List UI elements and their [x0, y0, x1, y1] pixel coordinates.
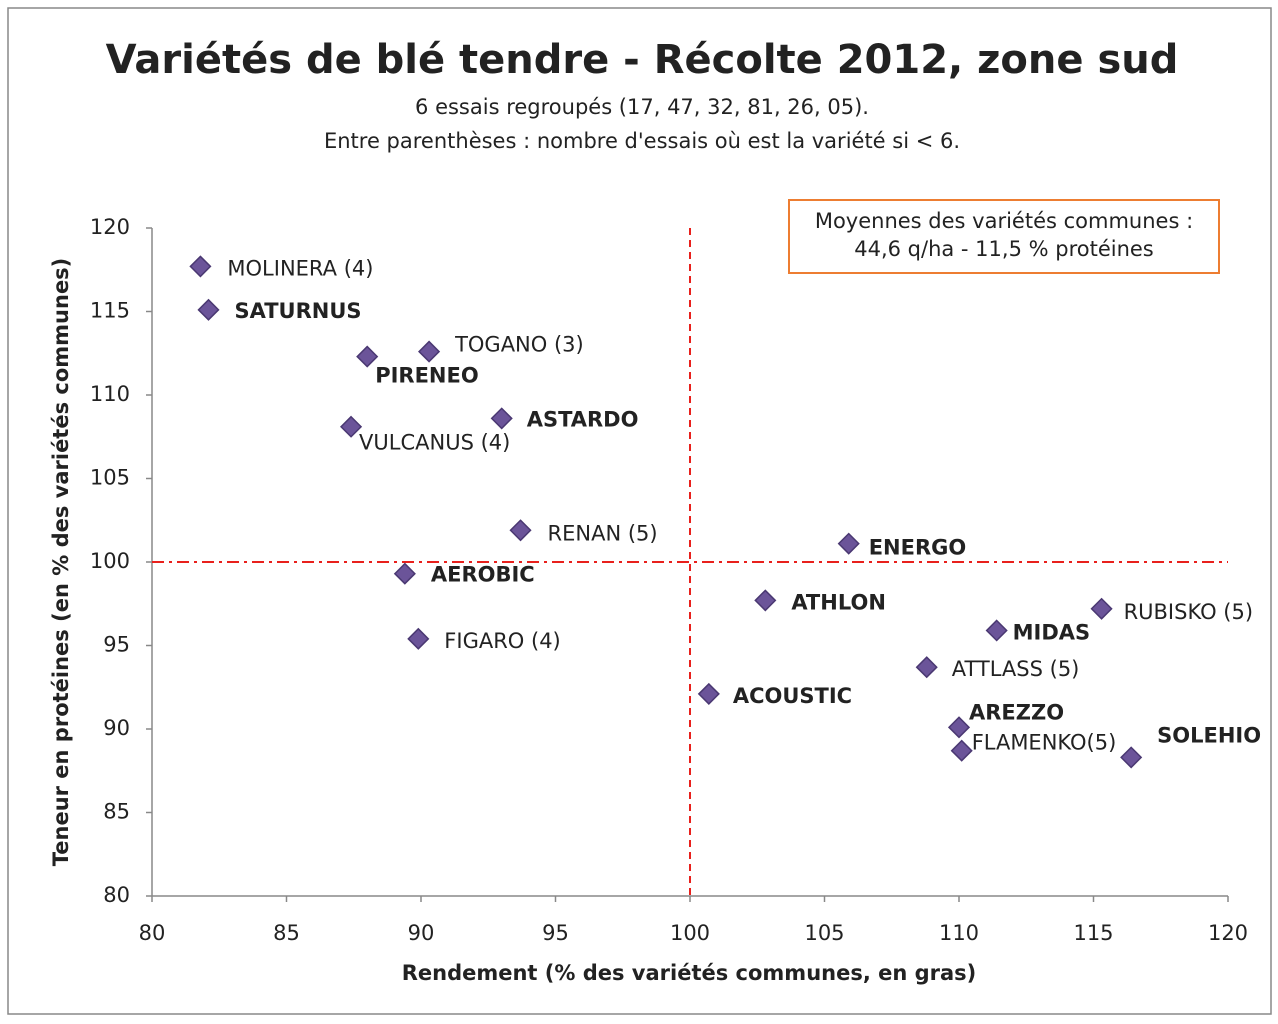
- y-tick-label: 110: [90, 382, 130, 406]
- point: [1090, 597, 1113, 620]
- point-label: SATURNUS: [234, 299, 361, 323]
- point-label: FIGARO (4): [444, 629, 560, 653]
- point-label: ASTARDO: [527, 407, 639, 431]
- point-label: MOLINERA (4): [227, 256, 373, 280]
- x-tick-label: 105: [804, 921, 844, 945]
- chart-frame: [7, 7, 1272, 1015]
- y-tick-label: 115: [90, 299, 130, 323]
- point: [697, 682, 720, 705]
- subtitle: 6 essais regroupés (17, 47, 32, 81, 26, …: [415, 95, 869, 119]
- x-tick-label: 85: [273, 921, 300, 945]
- annotation: 44,6 q/ha - 11,5 % protéines: [854, 237, 1154, 261]
- point-label: ENERGO: [869, 536, 967, 560]
- point: [189, 255, 212, 278]
- x-tick-label: 110: [939, 921, 979, 945]
- x-tick-label: 120: [1208, 921, 1248, 945]
- y-tick-label: 95: [103, 633, 130, 657]
- y-tick-label: 90: [103, 716, 130, 740]
- point-label: FLAMENKO(5): [972, 731, 1117, 755]
- point-label: TOGANO (3): [454, 333, 584, 357]
- point-label: RENAN (5): [548, 521, 658, 545]
- point-label: ACOUSTIC: [733, 684, 852, 708]
- point-label: SOLEHIO: [1157, 723, 1261, 747]
- point-label: AREZZO: [969, 700, 1064, 724]
- y-tick-label: 80: [103, 883, 130, 907]
- x-axis-label: Rendement (% des variétés communes, en g…: [402, 961, 977, 985]
- chart-title: Variétés de blé tendre - Récolte 2012, z…: [106, 37, 1179, 83]
- point-label: AEROBIC: [431, 563, 535, 587]
- point: [339, 415, 363, 438]
- point-label: VULCANUS (4): [359, 431, 510, 455]
- point: [754, 589, 777, 612]
- point: [418, 340, 441, 363]
- point: [837, 532, 860, 555]
- point-label: ATHLON: [791, 590, 886, 614]
- point: [1120, 746, 1143, 769]
- point: [197, 298, 220, 321]
- point-label: PIRENEO: [375, 364, 479, 388]
- point: [947, 716, 971, 739]
- point: [509, 519, 532, 542]
- y-tick-label: 100: [90, 549, 130, 573]
- y-tick-label: 120: [90, 215, 130, 239]
- subtitle: Entre parenthèses : nombre d'essais où e…: [324, 129, 960, 153]
- y-tick-label: 105: [90, 466, 130, 490]
- point-label: MIDAS: [1013, 620, 1091, 644]
- point: [915, 656, 938, 679]
- point: [950, 739, 973, 762]
- y-tick-label: 85: [103, 800, 130, 824]
- point-label: RUBISKO (5): [1124, 600, 1253, 624]
- x-tick-label: 95: [542, 921, 569, 945]
- y-axis-label: Teneur en protéines (en % des variétés c…: [49, 258, 73, 867]
- x-tick-label: 90: [408, 921, 435, 945]
- annotation: Moyennes des variétés communes :: [815, 209, 1193, 233]
- x-tick-label: 115: [1073, 921, 1113, 945]
- point: [407, 627, 430, 650]
- point: [356, 345, 379, 368]
- x-tick-label: 100: [670, 921, 710, 945]
- annotation-box: [788, 199, 1220, 274]
- point: [490, 407, 513, 430]
- x-tick-label: 80: [139, 921, 166, 945]
- point: [393, 562, 416, 585]
- point-label: ATTLASS (5): [952, 657, 1080, 681]
- point: [985, 619, 1008, 642]
